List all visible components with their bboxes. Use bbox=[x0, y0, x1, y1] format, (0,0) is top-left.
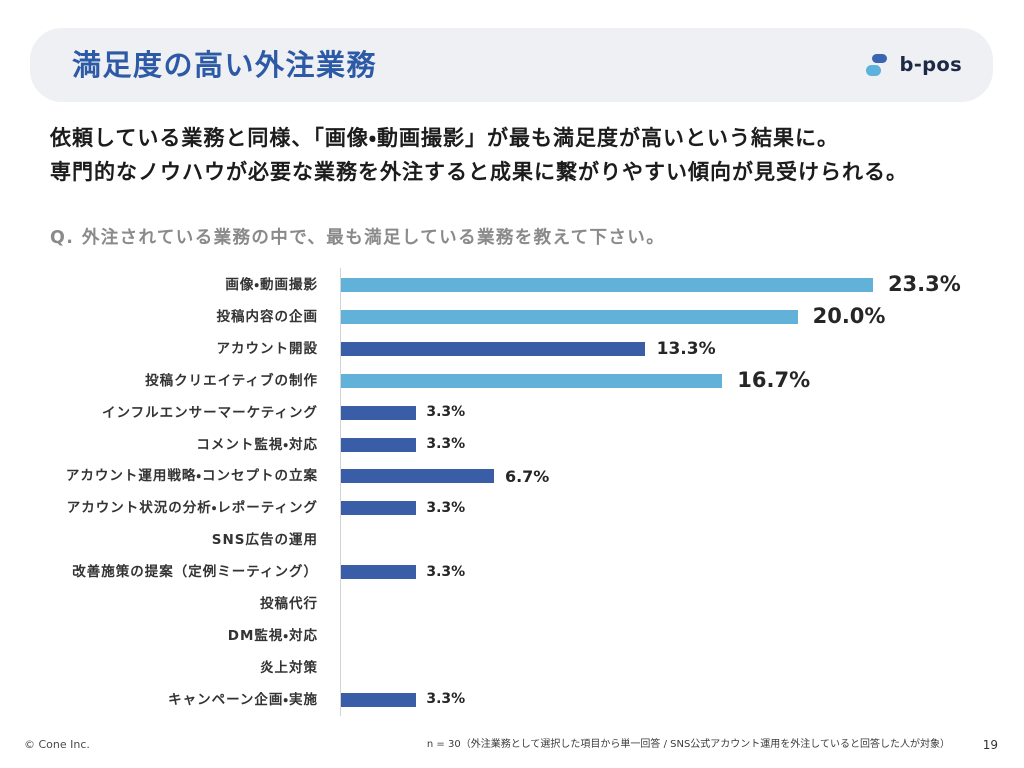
value-label: 3.3% bbox=[426, 499, 466, 516]
bar bbox=[341, 565, 417, 580]
category-label: コメント監視・対応 bbox=[196, 436, 318, 453]
value-label: 3.3% bbox=[426, 404, 466, 421]
b-pos-logo-icon bbox=[865, 53, 888, 77]
bar bbox=[341, 501, 417, 516]
value-label: 16.7% bbox=[737, 368, 811, 393]
y-axis-line bbox=[340, 268, 341, 716]
value-label: 20.0% bbox=[812, 304, 886, 329]
category-label: 炎上対策 bbox=[260, 660, 318, 676]
survey-question: Q. 外注されている業務の中で、最も満足している業務を教えて下さい。 bbox=[50, 228, 666, 248]
value-label: 23.3% bbox=[887, 272, 961, 297]
bar bbox=[341, 277, 873, 292]
category-label: 改善施策の提案（定例ミーティング） bbox=[72, 564, 318, 581]
bar bbox=[341, 405, 417, 420]
category-label: アカウント状況の分析・レポーティング bbox=[66, 500, 318, 517]
bar-chart: 画像・動画撮影 23.3% 投稿内容の企画 20.0% アカウント開設 13.3% 投稿クリ… bbox=[0, 268, 1024, 718]
value-label: 3.3% bbox=[426, 563, 466, 580]
page-number: 19 bbox=[982, 738, 998, 752]
value-label: 6.7% bbox=[504, 466, 550, 486]
value-label: 3.3% bbox=[426, 436, 466, 453]
bar bbox=[341, 692, 417, 707]
category-label: アカウント運用戦略・コンセプトの立案 bbox=[65, 468, 318, 485]
b-pos-logo: b-pos bbox=[865, 53, 962, 77]
header-bar: 満足度の高い外注業務 b-pos bbox=[30, 28, 993, 102]
value-label: 3.3% bbox=[426, 691, 466, 708]
copyright: © Cone Inc. bbox=[24, 738, 90, 751]
category-label: 投稿クリエイティブの制作 bbox=[145, 372, 318, 389]
summary-line-2: 専門的なノウハウが必要な業務を外注すると成果に繋がりやすい傾向が見受けられる。 bbox=[50, 160, 908, 184]
bar bbox=[341, 373, 723, 388]
summary-text: 依頼している業務と同様、「画像・動画撮影」が最も満足度が高いという結果に。 専門… bbox=[50, 121, 1010, 189]
category-label: SNS広告の運用 bbox=[211, 532, 318, 549]
page-title: 満足度の高い外注業務 bbox=[72, 48, 378, 82]
category-label: DM監視・対応 bbox=[227, 628, 318, 645]
category-label: 投稿代行 bbox=[260, 596, 318, 613]
bar bbox=[341, 469, 494, 484]
category-label: 画像・動画撮影 bbox=[225, 276, 318, 293]
category-label: 投稿内容の企画 bbox=[216, 308, 318, 325]
category-label: インフルエンサーマーケティング bbox=[101, 404, 318, 421]
summary-line-1: 依頼している業務と同様、「画像・動画撮影」が最も満足度が高いという結果に。 bbox=[50, 126, 840, 150]
sample-note: n = 30（外注業務として選択した項目から単一回答 / SNS公式アカウント運… bbox=[426, 739, 950, 750]
bar bbox=[341, 437, 417, 452]
bar bbox=[341, 341, 645, 356]
category-label: キャンペーン企画・実施 bbox=[168, 691, 318, 708]
category-label: アカウント開設 bbox=[216, 340, 318, 357]
value-label: 13.3% bbox=[656, 338, 716, 359]
logo-text: b-pos bbox=[899, 53, 962, 76]
bar bbox=[341, 309, 798, 324]
